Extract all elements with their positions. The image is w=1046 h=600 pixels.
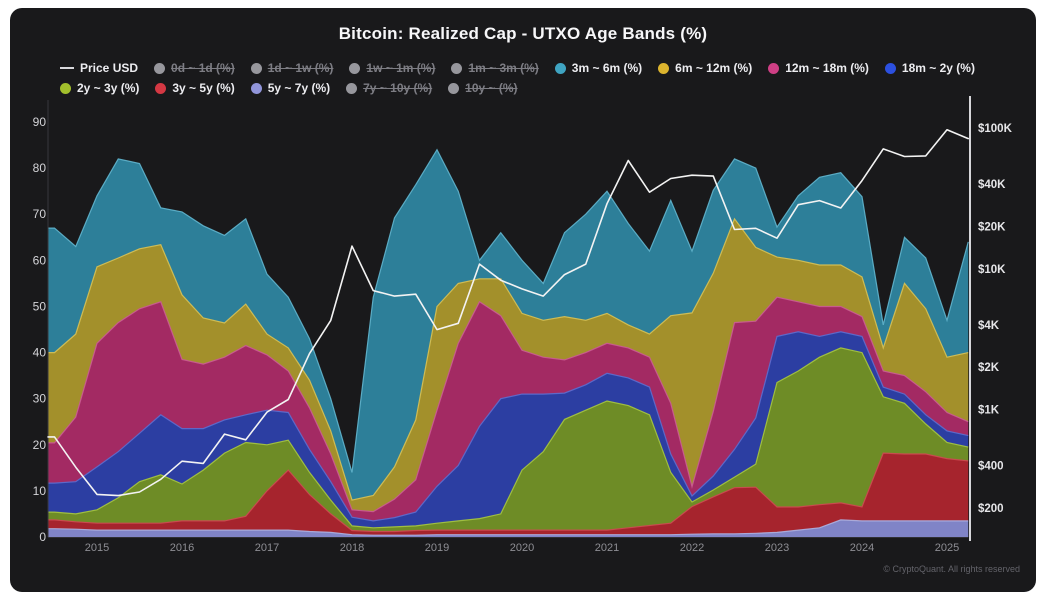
legend-row-1: Price USD 0d ~ 1d (%) 1d ~ 1w (%) 1w ~ 1m (… [60,58,1010,78]
x-axis-tick-2023: 2023 [765,542,789,554]
band-6m-12m [48,218,969,512]
legend-label: 6m ~ 12m (%) [675,61,753,75]
right-axis-tick-400: $400 [978,461,1004,473]
1w-1m-dot [349,62,361,74]
legend-item-1w-1m[interactable]: 1w ~ 1m (%) [349,61,435,75]
band-18m-2y [48,331,969,528]
price-line-swatch [60,67,74,69]
legend-item-7y-10y[interactable]: 7y ~ 10y (%) [346,81,432,95]
legend-item-12m-18m[interactable]: 12m ~ 18m (%) [768,61,869,75]
legend-item-5y-7y[interactable]: 5y ~ 7y (%) [250,81,331,95]
legend-item-1d-1w[interactable]: 1d ~ 1w (%) [250,61,334,75]
left-axis-tick-60: 60 [33,253,47,267]
legend-label: 10y ~ (%) [465,81,518,95]
12m-18m-dot [768,62,780,74]
legend-item-10y[interactable]: 10y ~ (%) [448,81,518,95]
left-axis-tick-70: 70 [33,207,47,221]
x-axis-tick-2022: 2022 [680,542,704,554]
right-axis-tick-10k: $10K [978,264,1006,276]
legend: Price USD 0d ~ 1d (%) 1d ~ 1w (%) 1w ~ 1m (… [60,58,1010,98]
x-axis-tick-2018: 2018 [340,542,364,554]
legend-item-0d-1d[interactable]: 0d ~ 1d (%) [154,61,235,75]
legend-label: 1w ~ 1m (%) [366,61,436,75]
right-axis-tick-20k: $20K [978,221,1006,233]
legend-label: 1m ~ 3m (%) [468,61,539,75]
left-axis-tick-10: 10 [33,484,47,498]
legend-label: 7y ~ 10y (%) [363,81,433,95]
x-axis-tick-2021: 2021 [595,542,619,554]
legend-label: 18m ~ 2y (%) [901,61,975,75]
band-edge-5y-7y [48,519,969,536]
x-axis-tick-2016: 2016 [170,542,194,554]
right-axis-tick-4k: $4K [978,320,1000,332]
x-axis-tick-2019: 2019 [425,542,449,554]
band-5y-7y [48,519,969,537]
page-title: Bitcoin: Realized Cap - UTXO Age Bands (… [338,24,708,43]
18m-2y-dot [884,62,896,74]
legend-row-2: 2y ~ 3y (%) 3y ~ 5y (%) 5y ~ 7y (%) 7y ~ 10… [60,78,1010,98]
1m-3m-dot [451,62,463,74]
x-axis-tick-2015: 2015 [85,542,109,554]
right-axis-tick-200: $200 [978,503,1004,515]
left-axis-tick-50: 50 [33,299,47,313]
2y-3y-dot [60,82,71,94]
left-axis-tick-20: 20 [33,438,47,452]
attribution: © CryptoQuant. All rights reserved [883,564,1020,574]
legend-item-18m-2y[interactable]: 18m ~ 2y (%) [884,61,975,75]
legend-item-6m-12m[interactable]: 6m ~ 12m (%) [658,61,752,75]
utxo-age-bands-chart[interactable]: 0 10 20 30 40 50 60 70 80 90 $100K $40K $20K $10K $4K $… [10,8,1036,592]
right-axis-tick-2k: $2K [978,362,1000,374]
6m-12m-dot [658,62,670,74]
band-edge-3m-6m [48,148,969,473]
x-axis-tick-2017: 2017 [255,542,279,554]
5y-7y-dot [250,82,262,94]
legend-label: 5y ~ 7y (%) [267,81,331,95]
legend-label: 1d ~ 1w (%) [267,61,334,75]
10y-dot [448,82,460,94]
right-axis-tick-1k: $1K [978,405,1000,417]
x-axis-tick-2024: 2024 [850,542,874,554]
legend-label: 12m ~ 18m (%) [785,61,869,75]
left-axis-tick-0: 0 [39,530,46,544]
band-edge-18m-2y [48,331,969,522]
band-edge-12m-18m [48,296,969,513]
legend-label: 3y ~ 5y (%) [172,81,235,95]
right-axis-tick-100k: $100K [978,123,1013,135]
x-axis-tick-2020: 2020 [510,542,534,554]
left-axis-tick-30: 30 [33,392,47,406]
x-axis-tick-2025: 2025 [935,542,959,554]
right-axis-tick-40k: $40K [978,179,1006,191]
legend-item-3y-5y[interactable]: 3y ~ 5y (%) [155,81,235,95]
legend-item-1m-3m[interactable]: 1m ~ 3m (%) [451,61,539,75]
legend-label: 3m ~ 6m (%) [571,61,643,75]
legend-item-price-usd[interactable]: Price USD [60,61,138,75]
3y-5y-dot [155,82,167,94]
band-2y-3y [48,347,969,532]
band-3m-6m [48,149,969,501]
left-axis-tick-80: 80 [33,161,47,175]
3m-6m-dot [554,62,566,74]
left-axis-tick-90: 90 [33,115,47,129]
legend-item-3m-6m[interactable]: 3m ~ 6m (%) [554,61,643,75]
legend-label: 2y ~ 3y (%) [77,81,140,95]
chart-panel: Bitcoin: Realized Cap - UTXO Age Bands (… [10,8,1036,592]
band-12m-18m [48,297,969,521]
band-edge-2y-3y [48,347,969,529]
band-3y-5y [48,453,969,536]
legend-label: Price USD [80,61,139,75]
legend-label: 0d ~ 1d (%) [171,61,235,75]
left-axis-tick-40: 40 [33,346,47,360]
0d-1d-dot [154,62,166,74]
price-line [47,129,970,497]
legend-item-2y-3y[interactable]: 2y ~ 3y (%) [60,81,139,95]
7y-10y-dot [346,82,358,94]
1d-1w-dot [250,62,262,74]
band-edge-3y-5y [48,452,969,533]
band-edge-6m-12m [48,217,969,501]
